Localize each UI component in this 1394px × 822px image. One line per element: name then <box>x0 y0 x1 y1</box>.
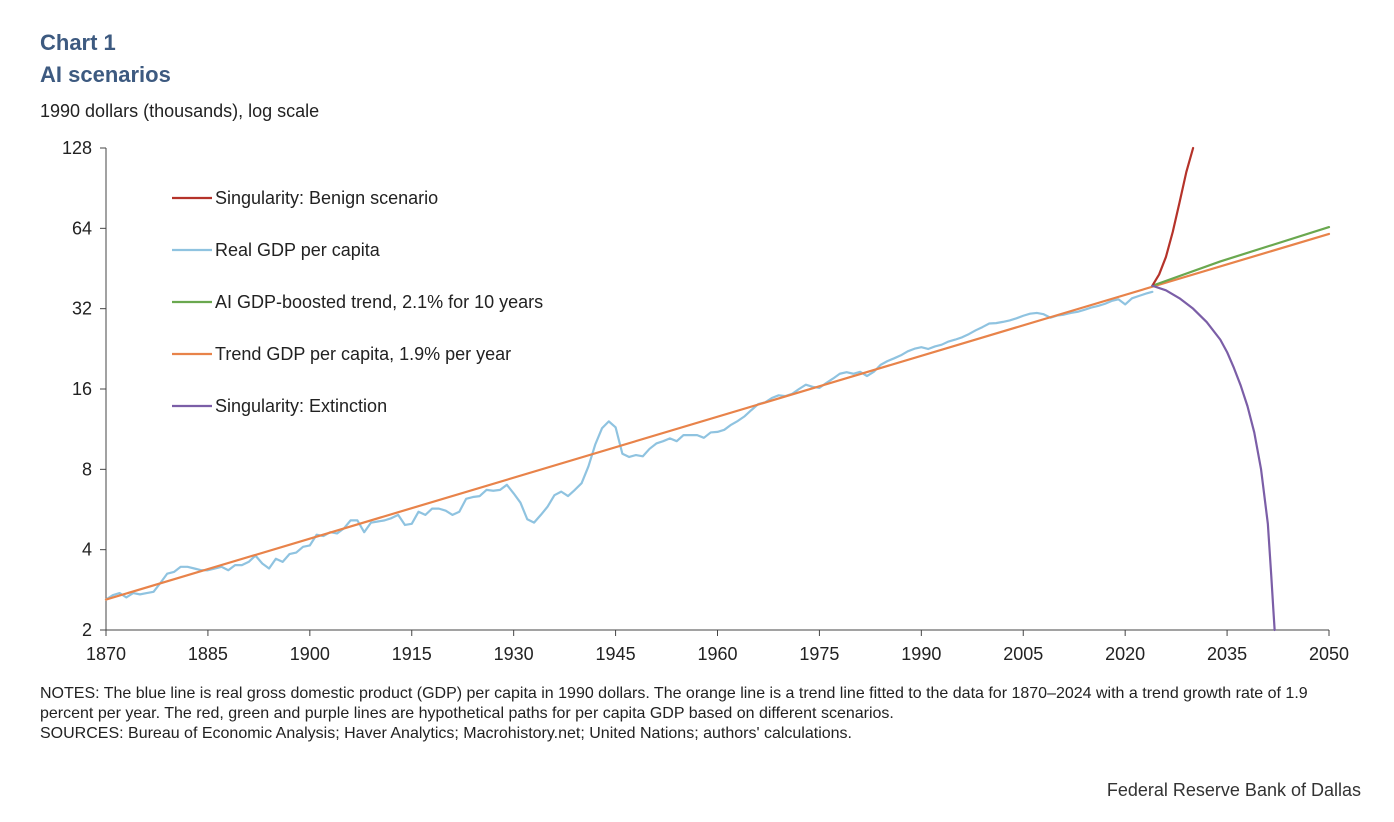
x-tick-label: 1885 <box>188 644 228 664</box>
series-line-trend-gdp-per-capita-1-9-per-year <box>104 232 1331 601</box>
chart-title: AI scenarios <box>40 62 171 87</box>
y-axis-unit-label: 1990 dollars (thousands), log scale <box>40 101 320 121</box>
x-tick-label: 1960 <box>697 644 737 664</box>
series-line-real-gdp-per-capita <box>104 290 1154 601</box>
sources-text: SOURCES: Bureau of Economic Analysis; Ha… <box>40 725 852 742</box>
notes-text: NOTES: The blue line is real gross domes… <box>40 685 1308 722</box>
x-tick-label: 2050 <box>1309 644 1349 664</box>
x-tick-label: 2035 <box>1207 644 1247 664</box>
x-tick-label: 2020 <box>1105 644 1145 664</box>
axes <box>100 147 1330 636</box>
y-tick-label: 2 <box>82 620 92 640</box>
y-tick-label: 32 <box>72 299 92 319</box>
y-tick-label: 16 <box>72 379 92 399</box>
series-line-singularity-extinction <box>1151 284 1276 632</box>
legend-label: Singularity: Extinction <box>215 396 387 416</box>
x-tick-label: 1945 <box>596 644 636 664</box>
x-tick-label: 1990 <box>901 644 941 664</box>
y-tick-label: 4 <box>82 540 92 560</box>
source-credit: Federal Reserve Bank of Dallas <box>1106 780 1361 800</box>
series-line-singularity-benign-scenario <box>1151 146 1195 287</box>
series-layer <box>104 146 1331 632</box>
legend-label: Real GDP per capita <box>215 240 381 260</box>
legend: Singularity: Benign scenario Real GDP per… <box>172 188 543 416</box>
x-tick-label: 1930 <box>494 644 534 664</box>
legend-label: AI GDP-boosted trend, 2.1% for 10 years <box>215 292 543 312</box>
y-tick-label: 64 <box>72 218 92 238</box>
y-tick-label: 8 <box>82 459 92 479</box>
y-tick-label: 128 <box>62 138 92 158</box>
x-tick-label: 1975 <box>799 644 839 664</box>
x-tick-label: 1870 <box>86 644 126 664</box>
line-chart: 2 4 8 16 32 64 128 1870 1885 1900 1915 1930 1945 1960… <box>62 138 1349 664</box>
series-line-ai-gdp-boosted-trend-2-1-for-10-years <box>1151 225 1331 287</box>
tick-labels: 2 4 8 16 32 64 128 1870 1885 1900 1915 1930 1945 1960… <box>62 138 1349 664</box>
chart-notes: NOTES: The blue line is real gross domes… <box>40 684 1360 744</box>
legend-label: Trend GDP per capita, 1.9% per year <box>215 344 511 364</box>
chart-number: Chart 1 <box>40 30 116 55</box>
x-tick-label: 1915 <box>392 644 432 664</box>
x-tick-label: 1900 <box>290 644 330 664</box>
x-tick-label: 2005 <box>1003 644 1043 664</box>
legend-label: Singularity: Benign scenario <box>215 188 438 208</box>
